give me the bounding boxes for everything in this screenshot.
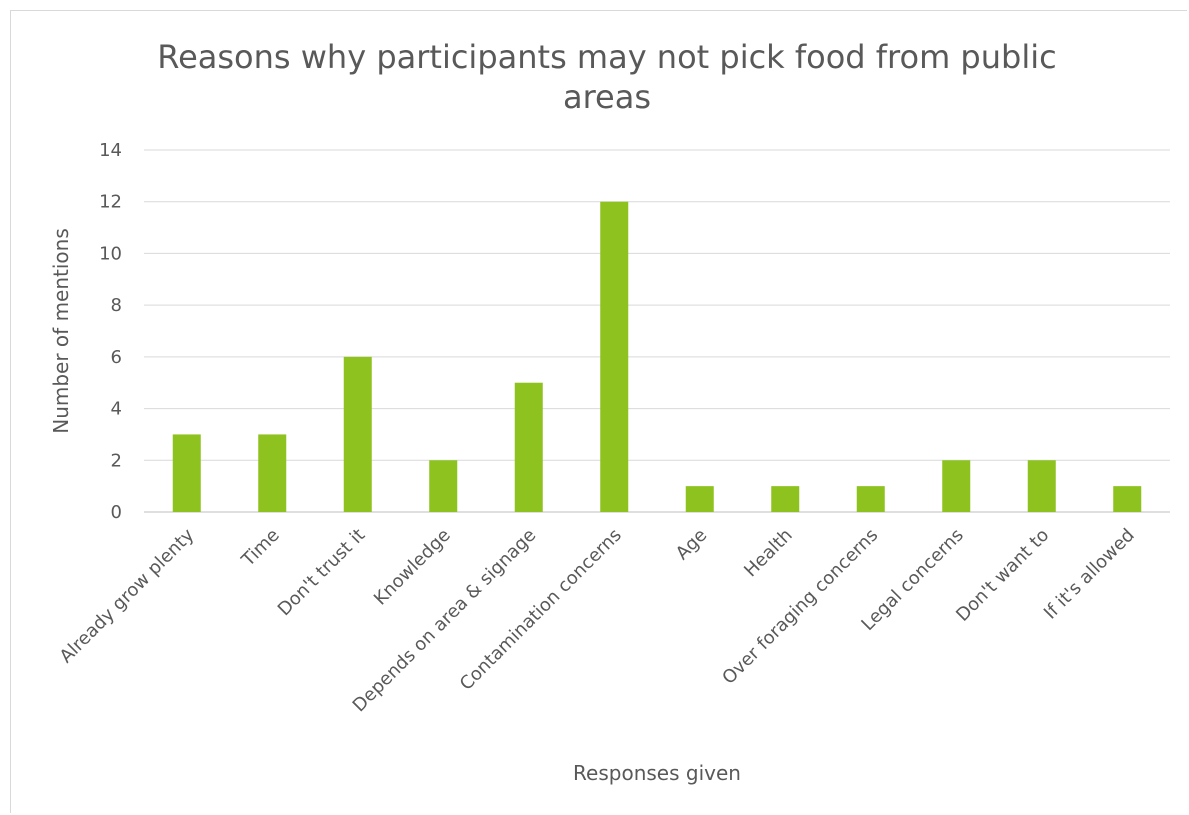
bar xyxy=(514,382,543,512)
y-tick-label: 4 xyxy=(111,399,122,420)
x-tick-label: Over foraging concerns xyxy=(718,525,882,689)
y-tick-label: 6 xyxy=(111,347,122,368)
bar xyxy=(172,434,201,512)
x-tick-label: Age xyxy=(672,525,711,564)
y-tick-label: 0 xyxy=(111,502,122,523)
bar xyxy=(685,486,714,512)
chart-title-line-2: areas xyxy=(563,78,651,116)
x-tick-label: Time xyxy=(237,525,284,572)
bar xyxy=(429,460,458,512)
y-axis-title: Number of mentions xyxy=(49,228,73,434)
bar xyxy=(771,486,800,512)
bar xyxy=(942,460,971,512)
x-tick-label: Knowledge xyxy=(370,525,455,610)
y-tick-label: 14 xyxy=(99,140,122,161)
x-tick-label: Already grow plenty xyxy=(56,524,199,667)
y-tick-label: 8 xyxy=(111,295,122,316)
y-tick-label: 12 xyxy=(99,192,122,213)
x-tick-label: Depends on area & signage xyxy=(349,525,541,717)
y-tick-label: 10 xyxy=(99,243,122,264)
x-tick-label: Health xyxy=(740,525,797,582)
bar xyxy=(600,201,629,512)
bar xyxy=(343,356,372,512)
bar xyxy=(1027,460,1056,512)
x-tick-label: Contamination concerns xyxy=(456,525,626,695)
chart-title-line-1: Reasons why participants may not pick fo… xyxy=(157,38,1056,76)
bar xyxy=(1113,486,1142,512)
x-tick-label: Don't trust it xyxy=(274,525,370,621)
chart-frame xyxy=(10,10,1187,813)
y-axis-ticks: 0 2 4 6 8 10 12 14 xyxy=(99,140,122,523)
bar xyxy=(856,486,885,512)
x-tick-label: If it's allowed xyxy=(1040,525,1139,624)
x-axis-title: Responses given xyxy=(573,761,741,785)
y-tick-label: 2 xyxy=(111,450,122,471)
bar xyxy=(258,434,287,512)
gridlines xyxy=(144,149,1170,513)
bars xyxy=(172,201,1142,512)
